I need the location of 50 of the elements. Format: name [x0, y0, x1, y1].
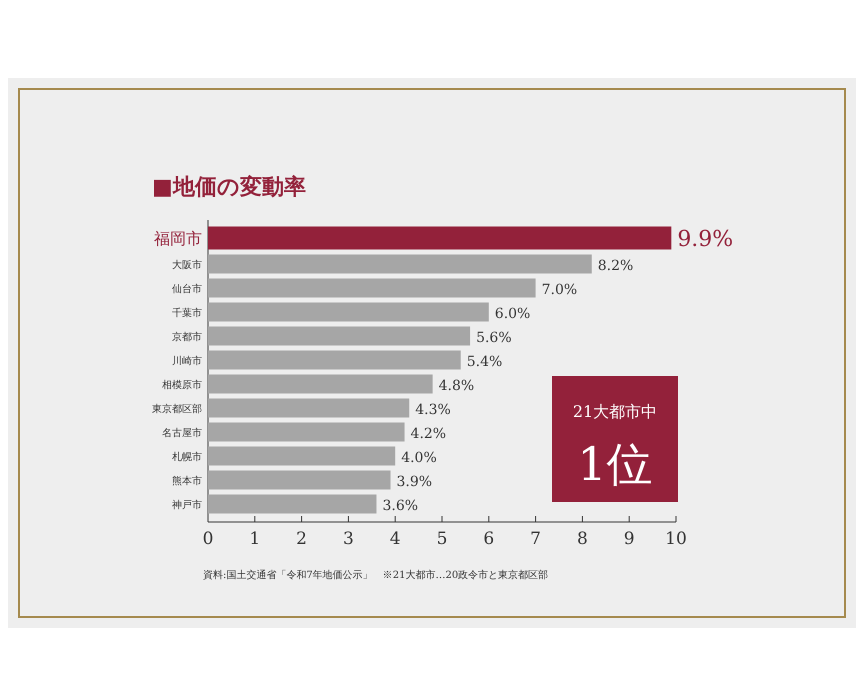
data-label: 6.0%	[494, 306, 530, 322]
data-label: 3.6%	[382, 498, 418, 514]
x-tick-label: 5	[436, 529, 448, 549]
text: 資料:国土交通省「令和7年地価公示」 ※21大都市…20政令市と東京都区部	[203, 569, 548, 581]
bar	[208, 254, 592, 274]
data-label: 3.9%	[396, 474, 432, 490]
x-tick-label: 1	[249, 529, 260, 549]
data-label: 5.6%	[476, 330, 512, 346]
bar	[208, 398, 410, 418]
x-tick-label: 8	[576, 529, 588, 549]
y-tick-label: 名古屋市	[162, 427, 202, 439]
bar	[208, 446, 396, 466]
data-label: 7.0%	[542, 282, 578, 298]
y-tick-label: 大阪市	[172, 259, 202, 271]
y-tick-label: 熊本市	[172, 475, 202, 487]
x-tick-label: 9	[624, 529, 635, 549]
bar	[208, 494, 376, 514]
y-tick-label: 神戸市	[172, 499, 202, 511]
y-tick-label: 福岡市	[154, 229, 202, 248]
x-tick-label: 2	[296, 529, 308, 549]
bar	[208, 350, 461, 370]
y-tick-label: 仙台市	[172, 283, 202, 295]
bar	[208, 374, 433, 394]
bar	[208, 470, 391, 490]
y-tick-label: 東京都区部	[152, 403, 202, 415]
data-label: 4.8%	[438, 378, 474, 394]
data-label: 4.2%	[410, 426, 446, 442]
y-tick-label: 札幌市	[172, 451, 202, 463]
annotation: 1位	[577, 437, 653, 491]
y-tick-label: 川崎市	[172, 355, 202, 367]
bar	[208, 326, 470, 346]
bar	[208, 278, 536, 298]
data-label: 9.9%	[677, 227, 734, 252]
x-tick-label: 0	[202, 529, 214, 549]
y-tick-label: 千葉市	[172, 307, 202, 319]
data-label: 8.2%	[598, 258, 634, 274]
y-tick-label: 京都市	[172, 331, 202, 343]
y-tick-label: 相模原市	[162, 379, 202, 391]
chart-title: ■地価の変動率	[152, 174, 306, 200]
x-tick-label: 7	[530, 529, 542, 549]
bar	[208, 302, 489, 322]
bar	[208, 422, 405, 442]
data-label: 5.4%	[466, 354, 502, 370]
x-tick-label: 3	[342, 529, 354, 549]
data-label: 4.0%	[401, 450, 437, 466]
x-tick-label: 6	[483, 529, 494, 549]
data-label: 4.3%	[415, 402, 451, 418]
x-tick-label: 10	[665, 529, 687, 549]
x-tick-label: 4	[390, 529, 401, 549]
annotation: 21大都市中	[572, 402, 658, 421]
